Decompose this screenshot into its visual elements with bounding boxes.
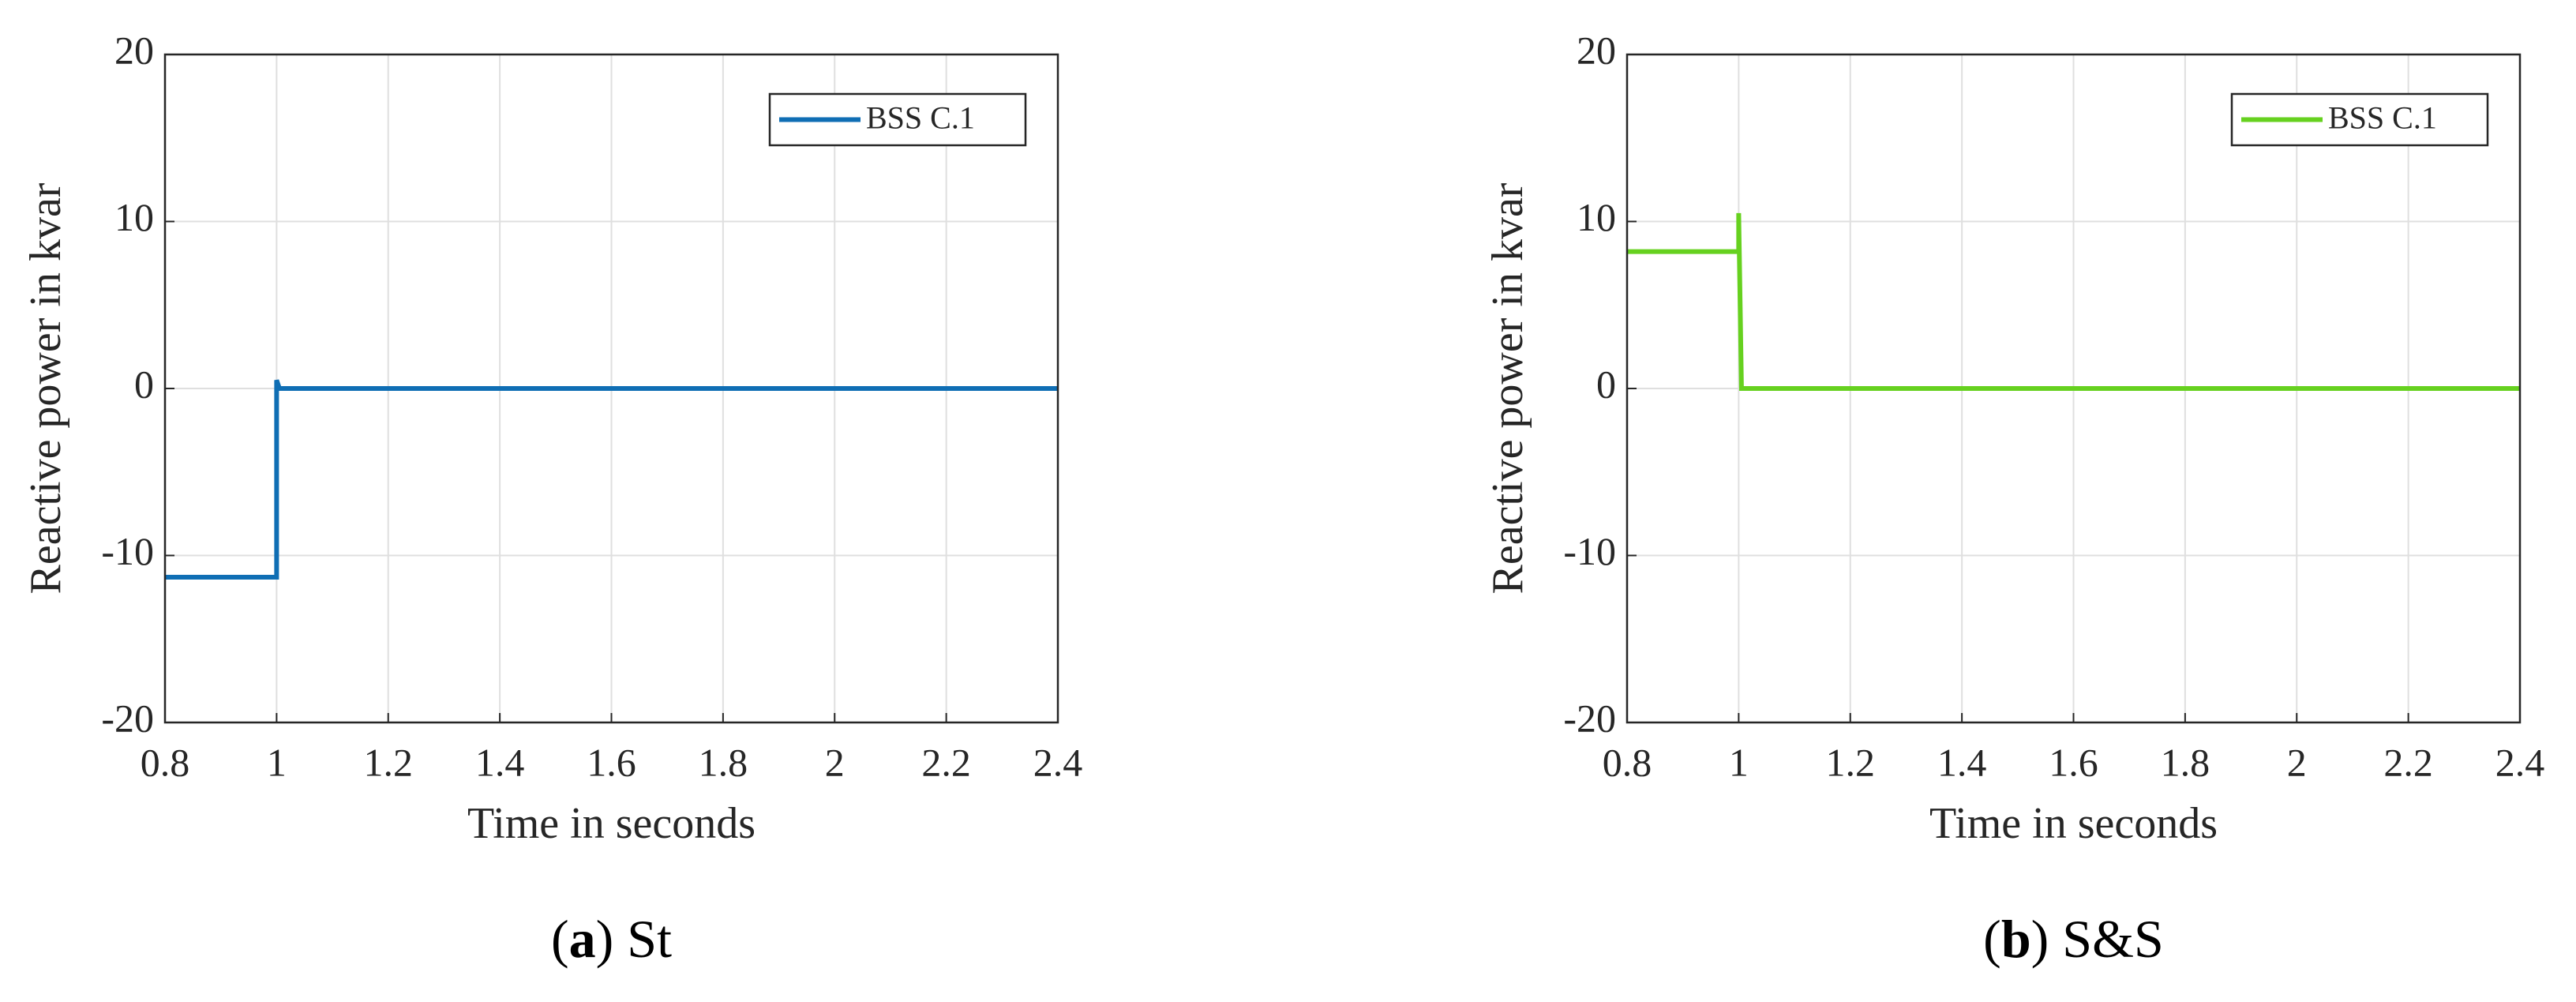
x-tick-label: 1 [1729, 740, 1749, 784]
chart: 0.8 1 1.2 1.4 1.6 1.8 2 2.2 2.4 -20 -10 0 10 20 BSS C.… [1483, 28, 2544, 968]
x-tick-label: 2.4 [1033, 740, 1083, 784]
y-tick-label: -20 [101, 696, 154, 740]
x-axis-label: Time in seconds [467, 799, 756, 848]
caption-part: ) St [596, 909, 672, 969]
x-tick-label: 1.8 [699, 740, 748, 784]
x-tick-label: 1.4 [1937, 740, 1987, 784]
caption-part: ) S&S [2031, 909, 2164, 969]
y-axis-label: Reactive power in kvar [1483, 182, 1532, 594]
legend-label: BSS C.1 [866, 100, 975, 136]
x-axis-label: Time in seconds [1929, 799, 2218, 848]
data-line [1627, 212, 2520, 391]
caption: (a) St [551, 909, 672, 969]
x-tick-label: 1 [267, 740, 287, 784]
y-tick-label: 0 [134, 362, 154, 406]
x-tick-label: 0.8 [1603, 740, 1652, 784]
x-tick-label: 1.6 [2049, 740, 2098, 784]
x-tick-label: 0.8 [141, 740, 190, 784]
x-tick-label: 1.6 [587, 740, 636, 784]
y-tick-label: -10 [1563, 529, 1616, 573]
x-tick-label: 2.2 [2383, 740, 2433, 784]
y-tick-label: -20 [1563, 696, 1616, 740]
legend-label: BSS C.1 [2328, 100, 2437, 136]
caption: (b) S&S [1983, 909, 2164, 969]
y-tick-label: -10 [101, 529, 154, 573]
y-tick-label: 20 [114, 28, 154, 72]
y-tick-label: 20 [1577, 28, 1616, 72]
x-tick-label: 2 [2287, 740, 2307, 784]
caption-part: ( [551, 909, 569, 969]
x-tick-label: 2 [825, 740, 845, 784]
x-tick-label: 2.2 [921, 740, 971, 784]
x-tick-label: 2.4 [2495, 740, 2545, 784]
chart: 0.8 1 1.2 1.4 1.6 1.8 2 2.2 2.4 -20 -10 0 10 20 BSS C.… [21, 28, 1082, 968]
x-tick-label: 1.8 [2161, 740, 2210, 784]
x-tick-label: 1.4 [475, 740, 525, 784]
y-tick-label: 10 [114, 195, 154, 239]
caption-part: b [2001, 909, 2031, 969]
axes-box [163, 53, 1059, 724]
x-tick-label: 1.2 [364, 740, 414, 784]
x-tick-label: 1.2 [1826, 740, 1876, 784]
caption-part: a [569, 909, 596, 969]
y-tick-label: 10 [1577, 195, 1616, 239]
caption-part: ( [1983, 909, 2001, 969]
data-line [165, 379, 1058, 580]
axes-box [1625, 53, 2522, 724]
y-axis-label: Reactive power in kvar [21, 182, 70, 594]
y-tick-label: 0 [1596, 362, 1616, 406]
